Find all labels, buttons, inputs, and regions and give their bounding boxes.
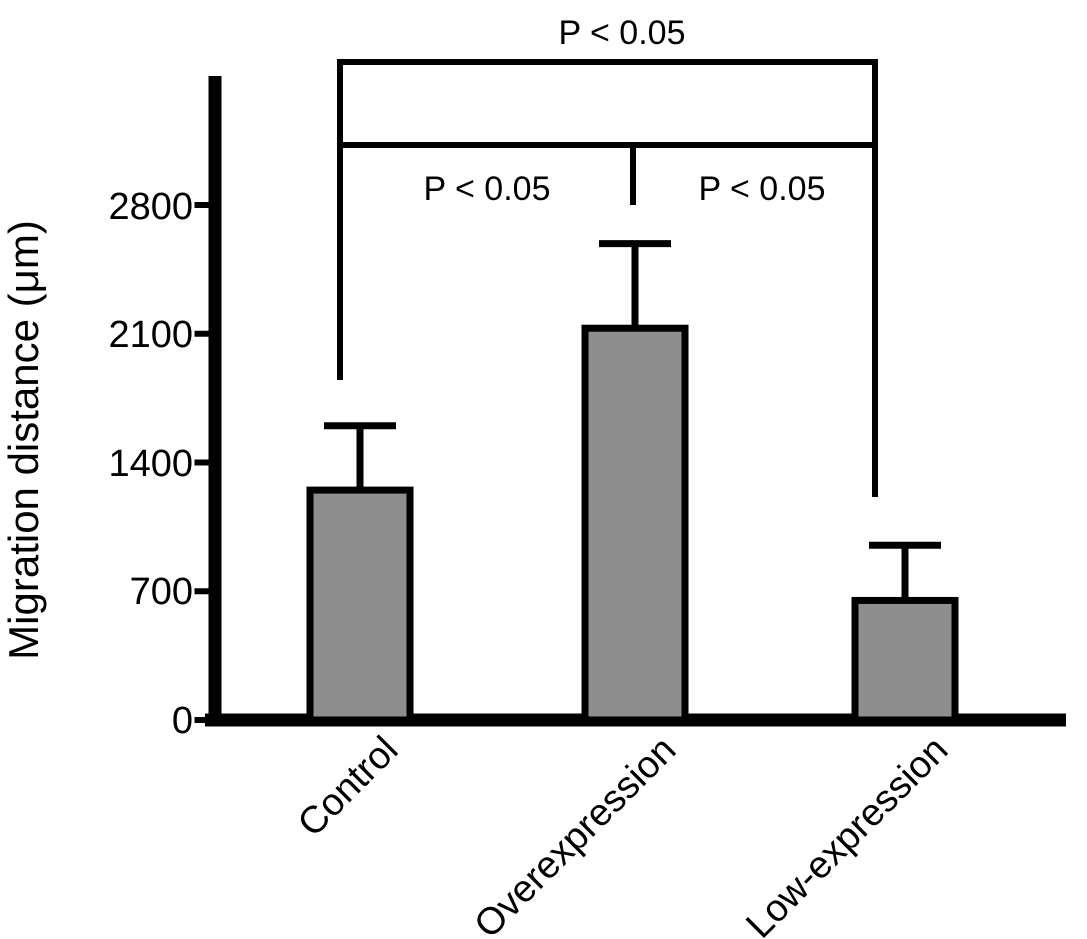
y-axis-label: Migration distance (μm) <box>0 220 47 660</box>
y-tick-mark <box>194 717 209 723</box>
y-tick-mark <box>194 588 209 595</box>
y-axis-line <box>208 76 222 727</box>
y-tick-mark <box>194 459 209 466</box>
x-category-label-low-expression: Low-expression <box>738 729 956 939</box>
p-value-label-inner-right: P < 0.05 <box>699 170 826 208</box>
y-tick-label-700: 700 <box>130 571 193 613</box>
significance-bracket-outer <box>337 59 878 497</box>
p-value-label-top: P < 0.05 <box>559 14 686 52</box>
x-category-label-control: Control <box>290 729 406 845</box>
y-tick-label-2100: 2100 <box>108 314 193 356</box>
x-category-label-overexpression: Overexpression <box>466 729 684 939</box>
bar-overexpression <box>581 324 689 724</box>
p-value-label-inner-left: P < 0.05 <box>424 170 551 208</box>
y-tick-mark <box>194 330 209 337</box>
bar-low-expression <box>851 596 959 724</box>
y-tick-mark <box>194 202 209 208</box>
y-tick-label-1400: 1400 <box>108 443 193 485</box>
y-tick-label-2800: 2800 <box>108 186 193 228</box>
y-tick-label-0: 0 <box>172 700 193 742</box>
chart-shapes <box>194 59 1066 727</box>
bar-control <box>306 486 414 724</box>
